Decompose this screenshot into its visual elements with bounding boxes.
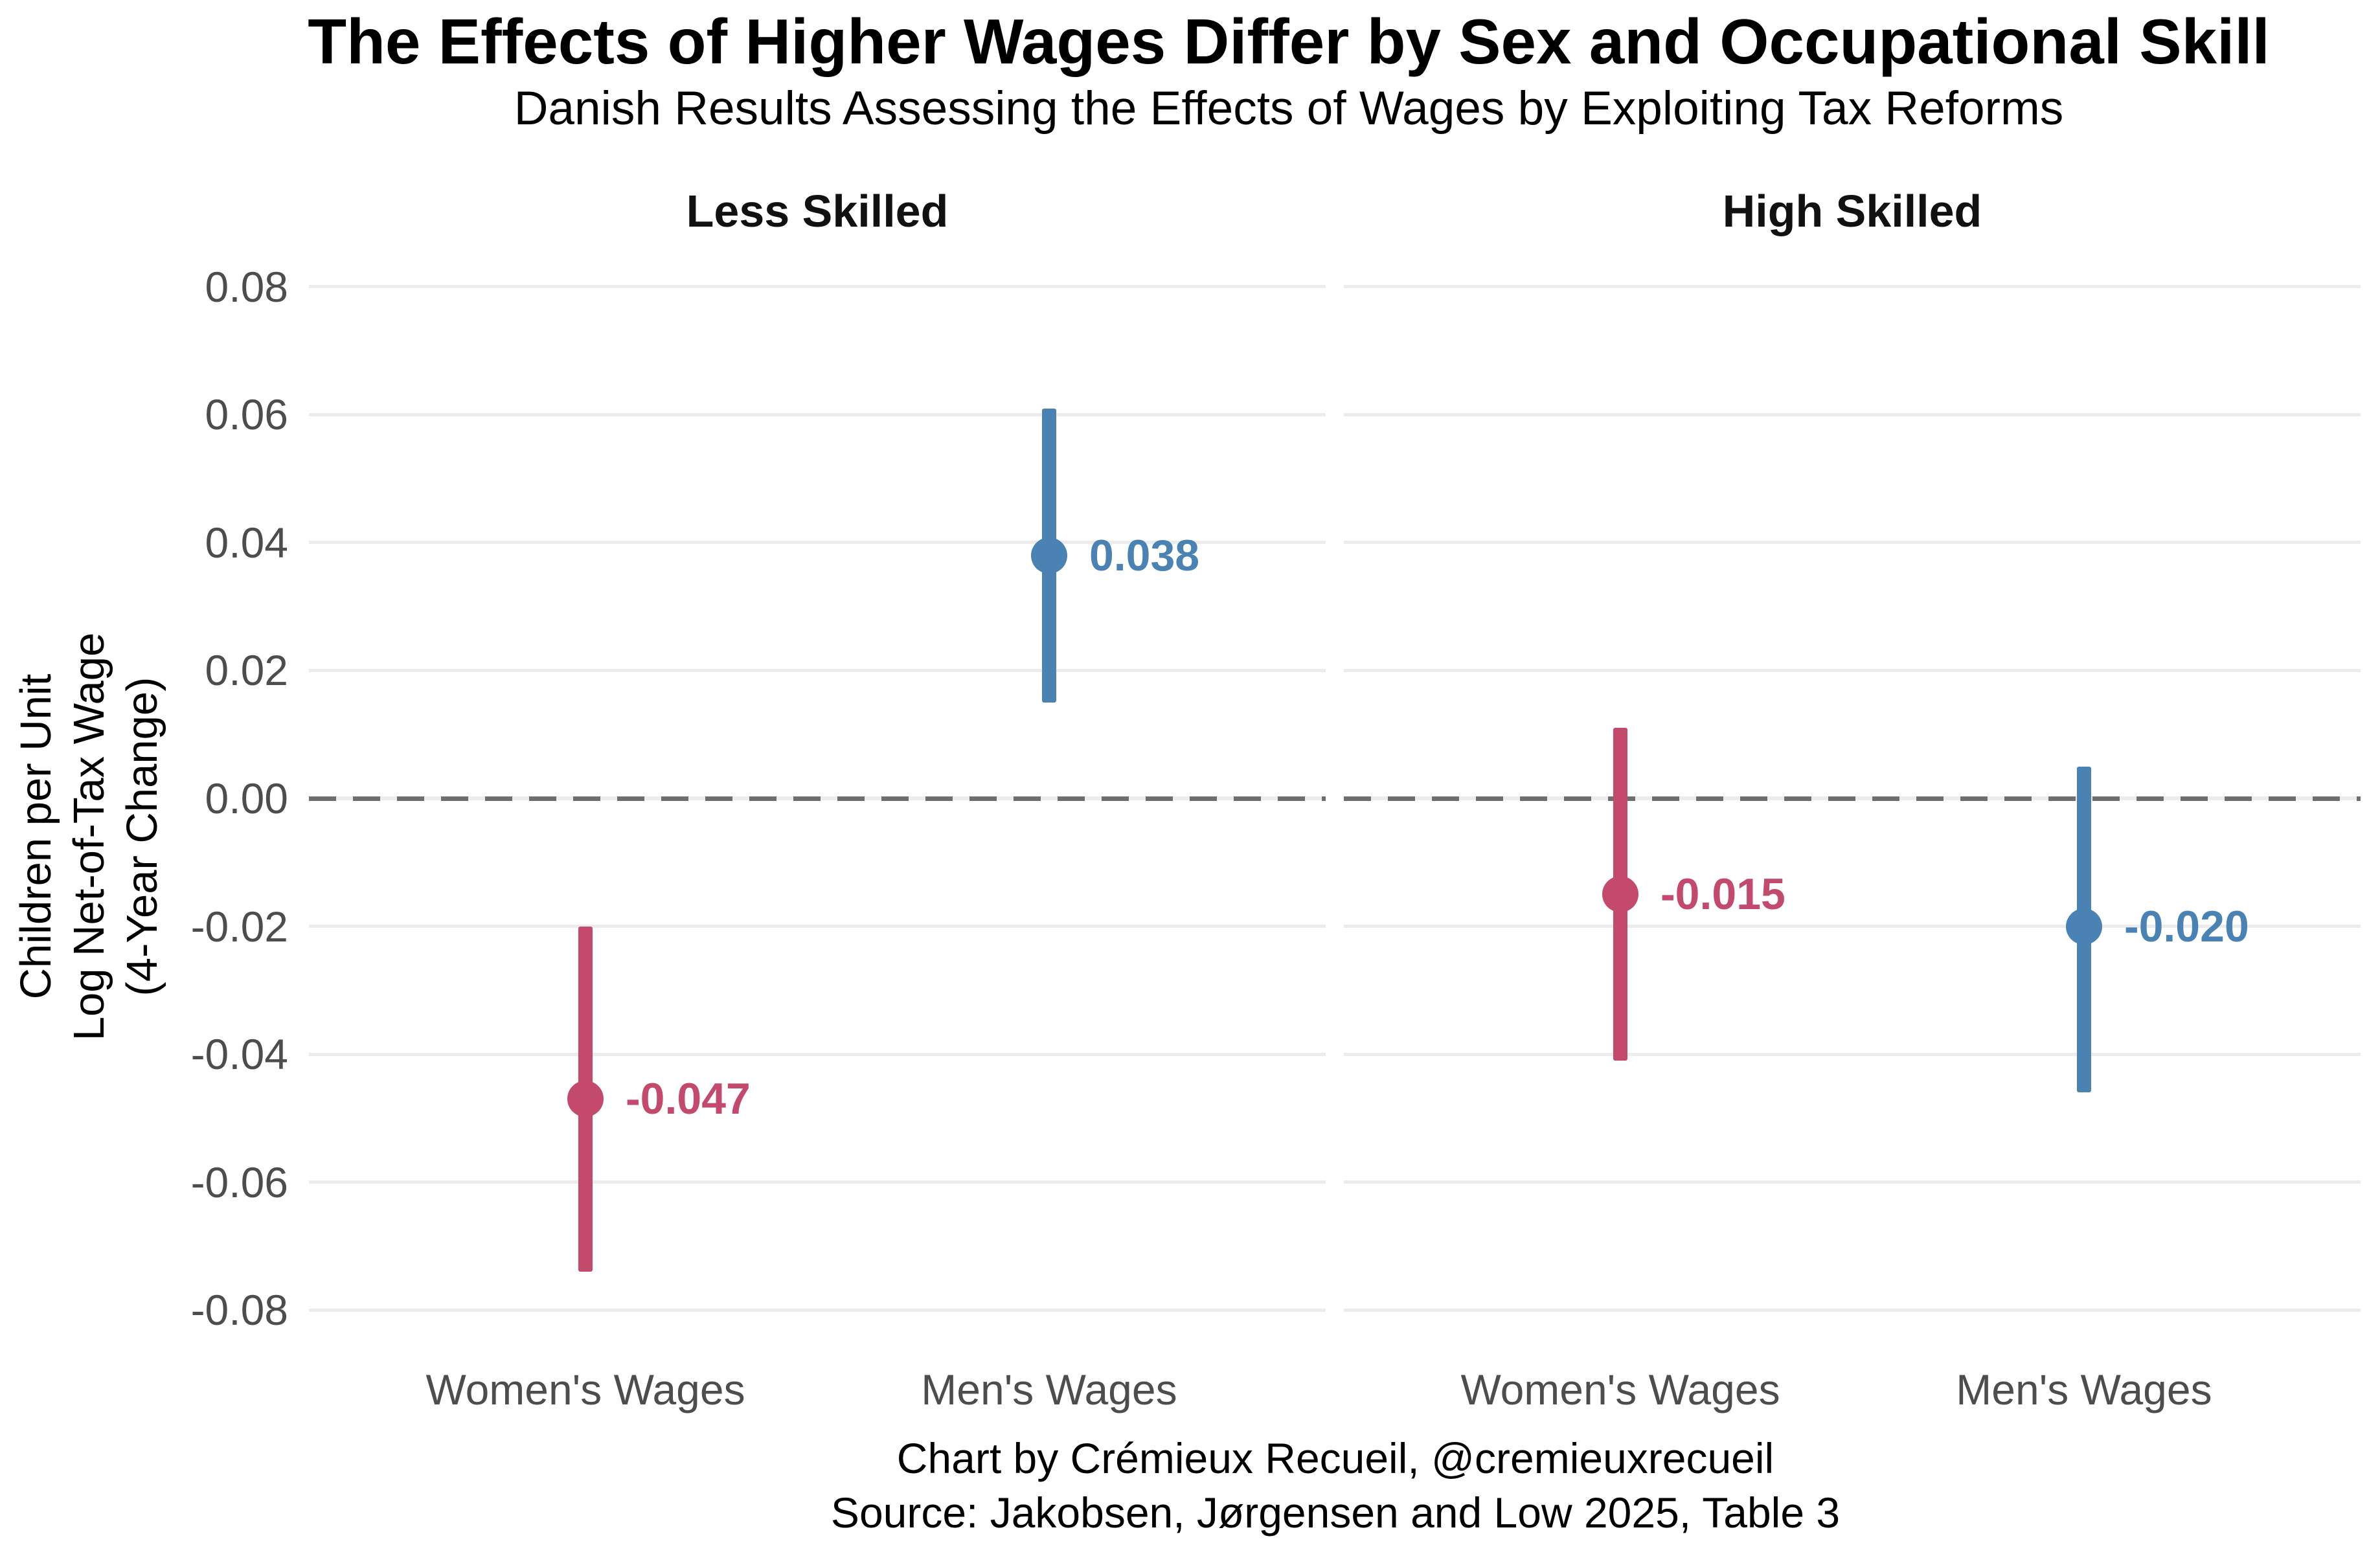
- caption-credit: Chart by Crémieux Recueil, @cremieuxrecu…: [896, 1434, 1774, 1482]
- point-estimate-dot: [1030, 537, 1067, 574]
- y-tick-label: 0.08: [205, 262, 288, 311]
- point-estimate-dot: [1602, 876, 1639, 913]
- point-estimate-dot: [567, 1081, 604, 1118]
- gridline: [1344, 925, 2361, 929]
- facet-label: High Skilled: [1722, 186, 1982, 236]
- gridline: [1344, 1308, 2361, 1312]
- chart-title: The Effects of Higher Wages Differ by Se…: [308, 6, 2270, 77]
- point-estimate-dot: [2065, 908, 2102, 945]
- x-category-label: Men's Wages: [1956, 1366, 2212, 1413]
- point-value-label: -0.015: [1660, 870, 1785, 919]
- gridline: [309, 541, 1326, 545]
- point-value-label: -0.020: [2124, 901, 2249, 951]
- y-tick-label: -0.08: [190, 1286, 288, 1334]
- y-tick-label: 0.06: [205, 390, 288, 439]
- gridline: [309, 1308, 1326, 1312]
- caption-source: Source: Jakobsen, Jørgensen and Low 2025…: [830, 1489, 1841, 1537]
- gridline: [309, 668, 1326, 672]
- y-tick-label: -0.06: [190, 1158, 288, 1206]
- gridline: [1344, 1052, 2361, 1056]
- x-category-label: Men's Wages: [921, 1366, 1177, 1413]
- x-category-label: Women's Wages: [1460, 1366, 1780, 1413]
- y-tick-label: 0.02: [205, 646, 288, 695]
- gridline: [309, 1052, 1326, 1056]
- y-tick-label: -0.02: [190, 902, 288, 951]
- y-tick-label: 0.04: [205, 518, 288, 567]
- zero-reference-line: [309, 796, 1326, 801]
- y-tick-label: -0.04: [190, 1030, 288, 1079]
- gridline: [1344, 412, 2361, 416]
- gridline: [1344, 1180, 2361, 1184]
- point-value-label: 0.038: [1089, 530, 1200, 580]
- gridline: [309, 1180, 1326, 1184]
- gridline: [1344, 285, 2361, 289]
- y-tick-label: 0.00: [205, 774, 288, 823]
- x-category-label: Women's Wages: [425, 1366, 745, 1413]
- gridline: [309, 285, 1326, 289]
- chart-subtitle: Danish Results Assessing the Effects of …: [514, 82, 2064, 135]
- gridline: [1344, 541, 2361, 545]
- gridline: [309, 412, 1326, 416]
- zero-reference-line: [1344, 796, 2361, 801]
- gridline: [309, 925, 1326, 929]
- gridline: [1344, 668, 2361, 672]
- point-value-label: -0.047: [626, 1074, 751, 1124]
- facet-label: Less Skilled: [686, 186, 949, 236]
